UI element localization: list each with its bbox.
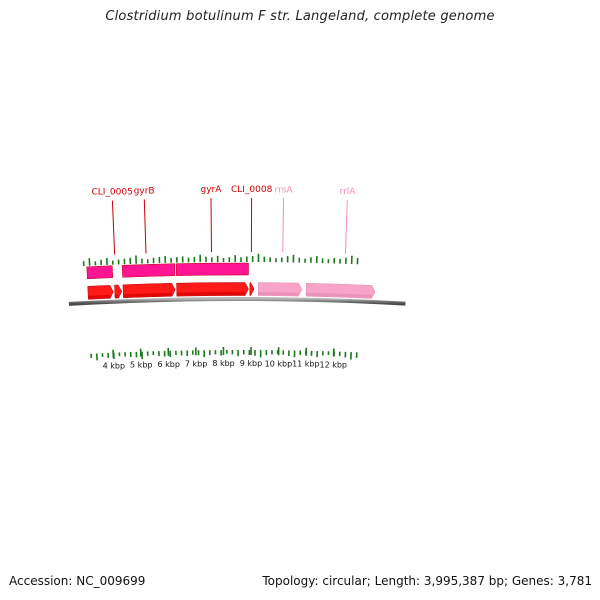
scale-tick-label: 7 kbp (185, 359, 207, 368)
feature-shading (88, 294, 111, 299)
scale-tick-label: 5 kbp (130, 361, 152, 370)
gene-label: rrsA (275, 185, 294, 195)
cds-feature (121, 263, 176, 278)
gene-labels: CLI_0005 gyrB gyrA CLI_0008 rrsA rrlA (91, 185, 356, 255)
scale-tick-label: 6 kbp (157, 360, 179, 369)
gene-label: gyrB (134, 186, 155, 196)
scale-tick-label: 9 kbp (240, 359, 262, 368)
cds-feature (86, 265, 114, 280)
gene-label: CLI_0005 (91, 188, 132, 198)
scale-tick-label: 4 kbp (103, 362, 125, 371)
scale-tick-label: 8 kbp (212, 359, 234, 368)
gene-label: gyrA (200, 185, 222, 195)
gene-leader-line (111, 200, 116, 255)
scale-tick-label: 10 kbp (265, 359, 293, 368)
gene-label: CLI_0008 (231, 185, 273, 195)
feature-shading (258, 292, 299, 296)
cds-feature (249, 282, 255, 296)
upper-feature-track (86, 262, 249, 280)
genome-backbone (68, 297, 406, 306)
feature-shading (176, 292, 246, 296)
feature-shading (306, 292, 372, 298)
accession-text: Accession: NC_009699 (9, 574, 146, 588)
genome-summary-text: Topology: circular; Length: 3,995,387 bp… (262, 574, 592, 588)
gene-leader-line (344, 199, 348, 254)
scale-tick-label: 12 kbp (319, 360, 347, 369)
lower-feature-track (87, 282, 376, 300)
gc-skew-outer-track (82, 253, 359, 267)
map-title: Clostridium botulinum F str. Langeland, … (105, 9, 495, 24)
gene-leader-line (210, 198, 213, 253)
scale-ticks: 4 kbp 5 kbp 6 kbp 7 kbp 8 kbp 9 kbp 10 kbp 11 k… (103, 347, 347, 371)
cds-feature (175, 262, 249, 276)
gene-label: rrlA (340, 187, 357, 197)
scale-tick-label: 11 kbp (292, 360, 320, 369)
feature-shading (123, 292, 173, 298)
gc-skew-inner-track (90, 350, 358, 361)
gene-leader-line (282, 198, 285, 253)
gene-leader-line (143, 199, 147, 254)
